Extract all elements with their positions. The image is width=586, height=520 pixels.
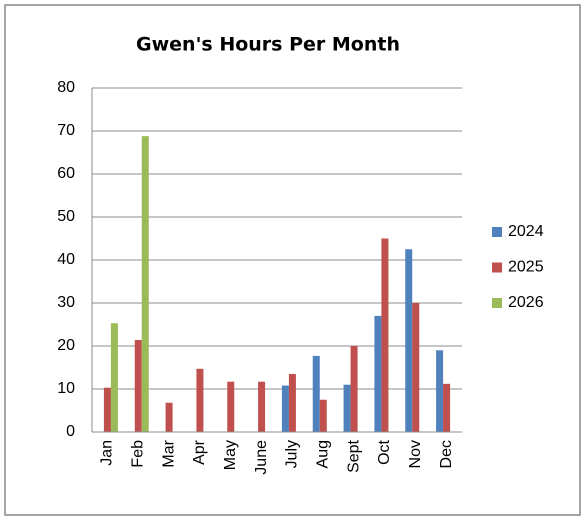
- bar: [381, 238, 389, 432]
- y-tick-label: 60: [57, 165, 75, 182]
- y-tick-label: 70: [57, 122, 75, 139]
- y-tick-label: 10: [57, 380, 75, 397]
- bar: [258, 381, 266, 432]
- x-tick-label: Jan: [99, 440, 116, 466]
- bar: [312, 355, 320, 432]
- bar: [227, 381, 235, 432]
- bar: [134, 339, 142, 432]
- bar: [443, 383, 451, 432]
- bar: [110, 323, 118, 432]
- x-tick-label: June: [253, 440, 270, 475]
- bar: [288, 373, 296, 432]
- y-tick-label: 40: [57, 251, 75, 268]
- bar: [281, 385, 289, 432]
- bar: [343, 384, 351, 432]
- legend-swatch: [492, 262, 502, 273]
- x-tick-label: Mar: [160, 439, 177, 467]
- y-tick-label: 80: [57, 79, 75, 96]
- legend-swatch: [492, 298, 502, 308]
- x-tick-label: Apr: [191, 439, 208, 465]
- x-tick-label: Nov: [407, 440, 424, 468]
- legend-label: 2025: [508, 259, 544, 276]
- x-tick-label: July: [284, 440, 301, 468]
- x-tick-label: Sept: [345, 439, 362, 472]
- x-tick-label: Oct: [376, 439, 393, 464]
- bar: [196, 368, 204, 432]
- x-tick-label: May: [222, 440, 239, 470]
- chart-title: Gwen's Hours Per Month: [136, 34, 400, 56]
- y-tick-label: 50: [57, 208, 75, 225]
- bar: [103, 387, 111, 432]
- legend-swatch: [492, 227, 502, 237]
- bar: [141, 136, 149, 432]
- x-tick-label: Aug: [314, 440, 331, 468]
- y-tick-label: 20: [57, 337, 75, 354]
- bar: [374, 315, 382, 432]
- bar: [319, 399, 327, 432]
- bar: [165, 402, 173, 432]
- x-tick-label: Feb: [129, 440, 146, 468]
- y-tick-label: 0: [66, 423, 75, 440]
- legend-label: 2026: [508, 294, 544, 311]
- bar: [436, 350, 444, 432]
- x-tick-label: Dec: [438, 440, 455, 468]
- legend-label: 2024: [508, 223, 544, 240]
- bar: [412, 303, 420, 432]
- bar: [405, 249, 413, 432]
- bar: [350, 346, 358, 432]
- y-tick-label: 30: [57, 294, 75, 311]
